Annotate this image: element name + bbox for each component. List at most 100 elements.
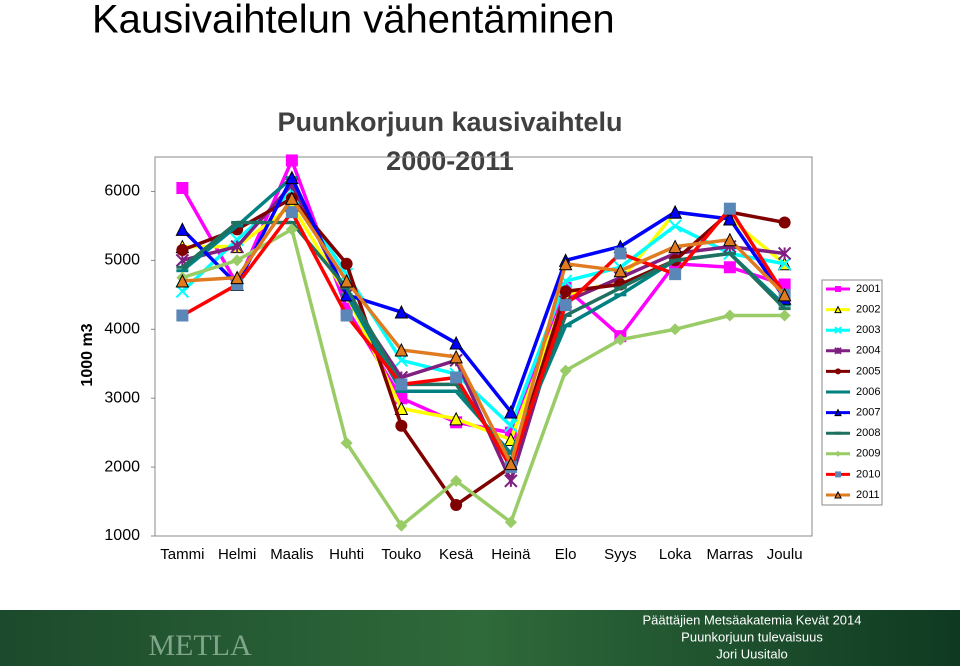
footer-bar [0, 610, 960, 666]
marker [777, 257, 792, 271]
plot-frame [154, 156, 813, 537]
marker [285, 154, 298, 167]
slide-title: Kausivaihtelun vähentäminen [92, 0, 615, 42]
chart-subtitle: 2000-2011 [386, 146, 514, 176]
y-tick-label: 2000 [104, 458, 140, 475]
legend-label: 2002 [856, 304, 880, 316]
marker [777, 246, 792, 261]
marker [449, 335, 463, 350]
marker [614, 247, 627, 260]
marker [340, 436, 353, 449]
x-tick-label: Huhti [329, 546, 364, 563]
legend-label: 2001 [856, 283, 880, 295]
marker [668, 205, 682, 219]
marker [175, 273, 190, 288]
y-tick-label: 6000 [104, 183, 140, 200]
marker [176, 309, 189, 322]
marker [559, 299, 572, 312]
marker [558, 256, 573, 271]
marker [669, 268, 682, 281]
series-line [182, 196, 786, 466]
marker [175, 222, 190, 236]
series-line [181, 189, 785, 428]
legend-label: 2003 [856, 324, 880, 336]
series-line [180, 158, 786, 435]
marker [668, 219, 682, 233]
legend-label: 2011 [856, 489, 880, 501]
marker [450, 371, 463, 384]
marker [613, 263, 628, 278]
marker [504, 419, 518, 433]
marker [176, 182, 189, 195]
marker [394, 304, 409, 319]
series-line [181, 175, 787, 414]
marker [395, 519, 408, 532]
y-tick-label: 5000 [104, 252, 140, 269]
marker [395, 419, 408, 432]
legend-label: 2004 [856, 345, 880, 357]
y-tick-label: 1000 [104, 527, 140, 544]
x-tick-label: Marras [707, 546, 754, 563]
x-tick-label: Maalis [270, 546, 313, 563]
marker [723, 211, 737, 226]
marker [778, 309, 791, 322]
series-line [181, 206, 787, 469]
marker [230, 239, 244, 254]
marker [504, 516, 517, 529]
footer-logo: METLA [148, 629, 252, 662]
marker [559, 285, 572, 298]
marker [668, 239, 682, 254]
marker [835, 450, 841, 457]
marker [723, 202, 736, 215]
x-tick-label: Loka [659, 546, 692, 563]
series-line [181, 196, 785, 507]
x-tick-label: Tammi [160, 546, 204, 563]
marker [723, 261, 736, 274]
y-axis-label: 1000 m3 [79, 323, 96, 386]
marker [504, 474, 518, 488]
marker [723, 232, 737, 247]
marker [614, 333, 627, 346]
marker [231, 254, 244, 267]
marker [777, 287, 792, 302]
y-tick-label: 4000 [104, 320, 140, 337]
x-tick-label: Heinä [491, 546, 531, 563]
legend-label: 2009 [856, 448, 880, 460]
footer-text: Jori Uusitalo [716, 646, 788, 661]
marker [834, 326, 842, 334]
marker [835, 286, 841, 292]
legend-label: 2007 [856, 407, 880, 419]
marker [449, 349, 463, 364]
marker [285, 223, 298, 236]
legend-label: 2006 [856, 386, 880, 398]
marker [834, 347, 842, 355]
marker [835, 471, 841, 478]
marker [394, 342, 409, 357]
marker [285, 191, 299, 205]
legend-label: 2010 [856, 468, 880, 480]
chart-title: Puunkorjuun kausivaihtelu [277, 107, 622, 137]
y-tick-label: 3000 [104, 389, 140, 406]
marker [176, 244, 189, 257]
marker [504, 456, 518, 471]
series-line [181, 227, 785, 528]
x-tick-label: Syys [604, 546, 637, 563]
marker [778, 216, 791, 229]
x-tick-label: Kesä [439, 546, 474, 563]
marker [559, 364, 572, 377]
marker [723, 309, 736, 322]
legend-label: 2005 [856, 365, 880, 377]
footer-text: Puunkorjuun tulevaisuus [681, 629, 823, 644]
marker [339, 273, 354, 288]
x-tick-label: Helmi [218, 546, 256, 563]
x-tick-label: Touko [381, 546, 421, 563]
marker [669, 323, 682, 336]
marker [504, 404, 518, 419]
marker [835, 368, 841, 375]
x-tick-label: Joulu [767, 546, 803, 563]
marker [449, 411, 463, 426]
marker [340, 257, 353, 270]
x-tick-label: Elo [555, 546, 577, 563]
marker [834, 408, 842, 417]
